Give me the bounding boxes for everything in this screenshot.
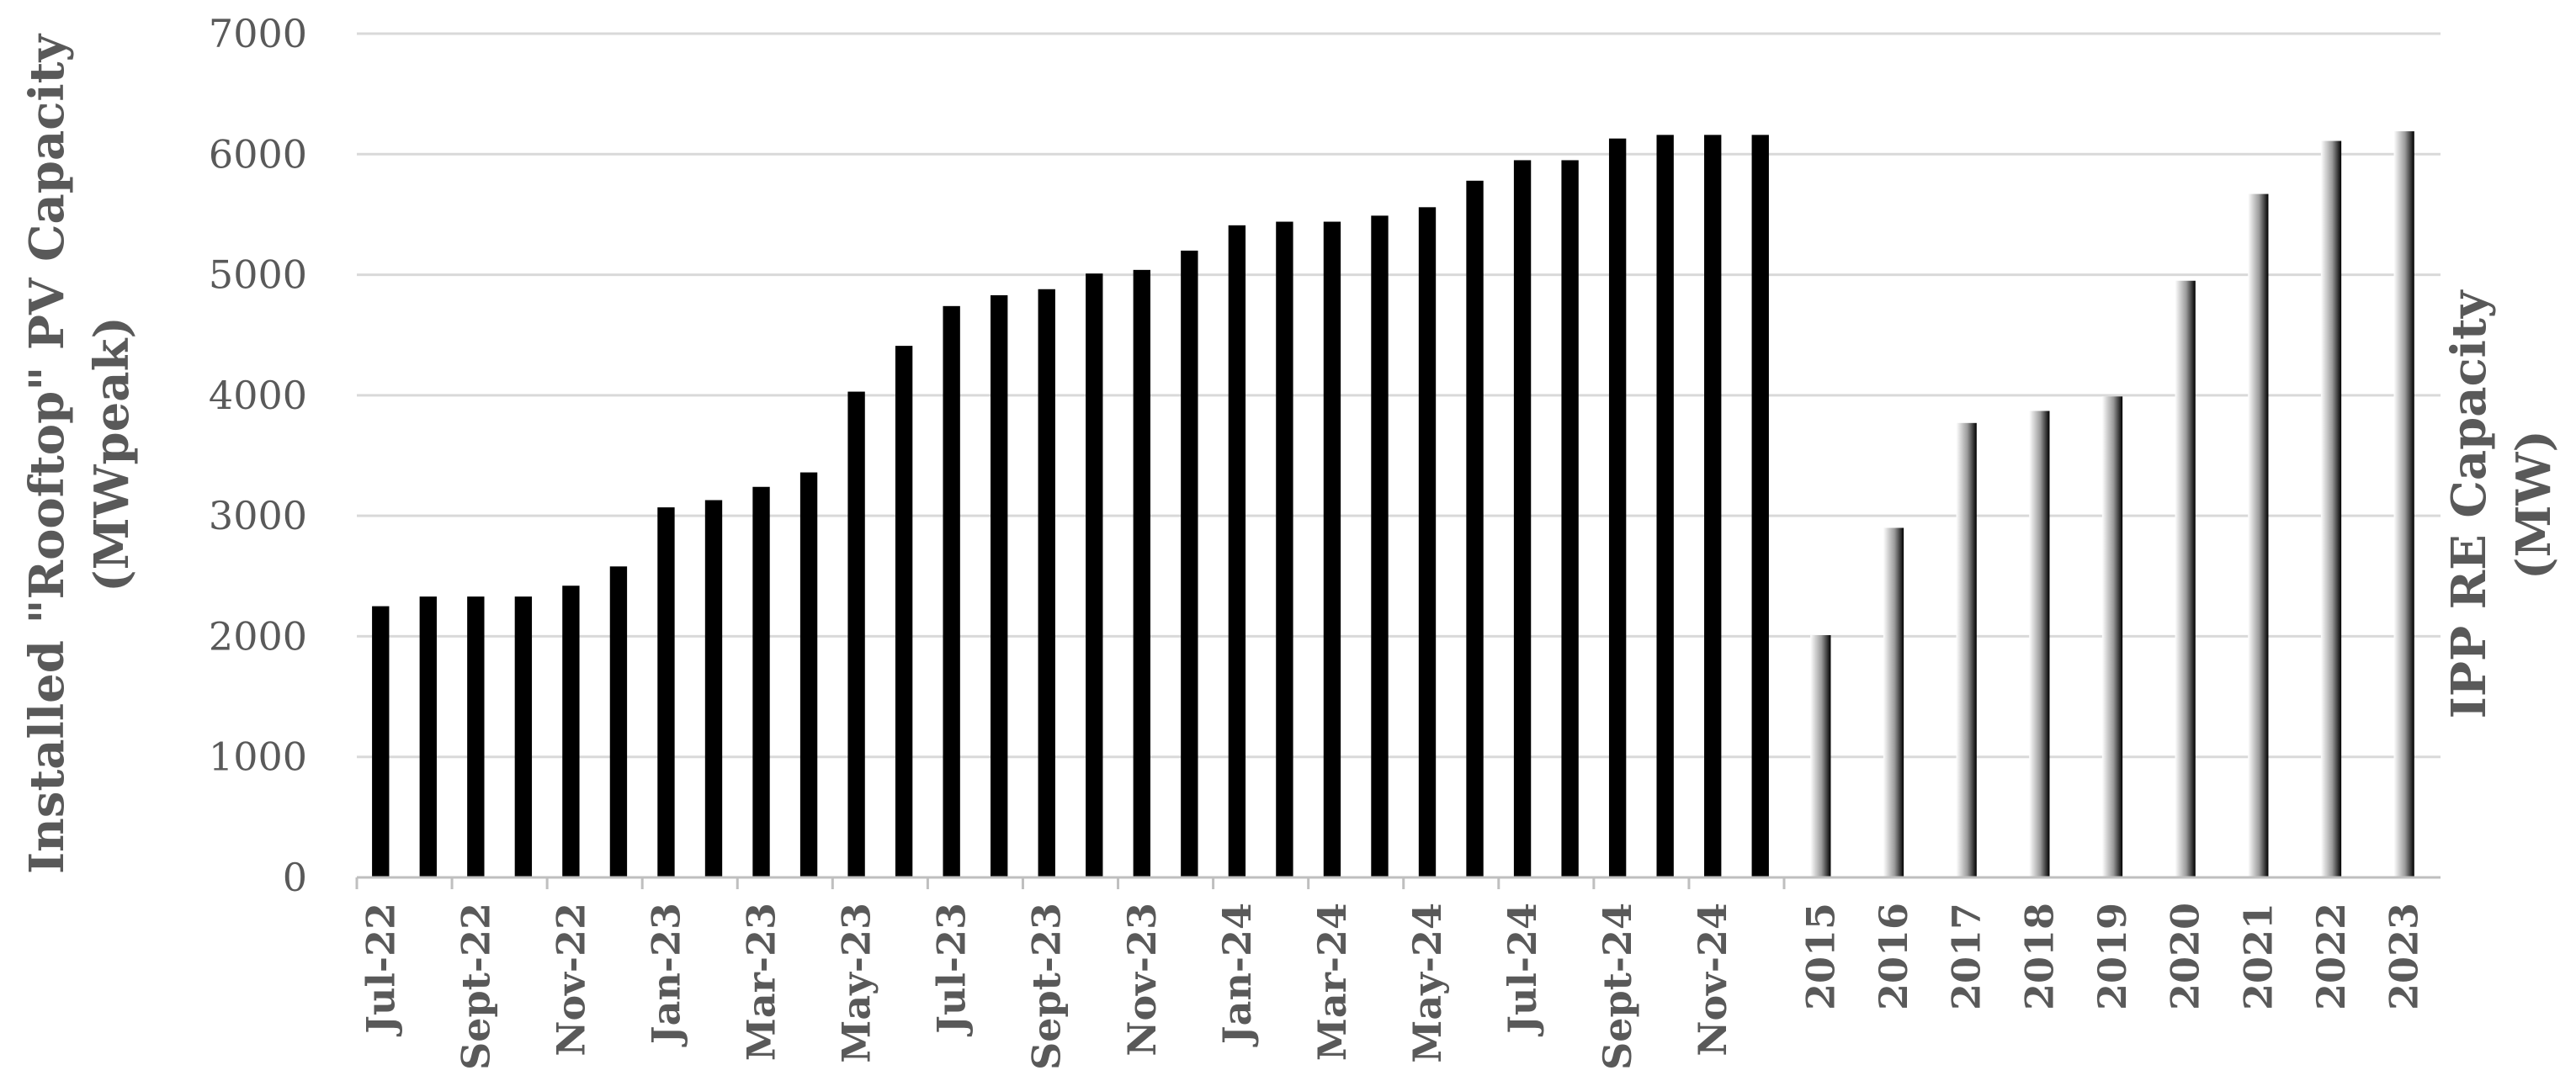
x-tick-label: 2015: [1798, 903, 1843, 1010]
x-tick-label: Nov-23: [1119, 903, 1165, 1057]
y-tick-label: 0: [283, 855, 307, 900]
x-tick-label: 2020: [2163, 903, 2208, 1010]
rooftop-bar: [562, 586, 580, 877]
x-tick-label: Jan-24: [1214, 903, 1260, 1047]
rooftop-bar: [799, 472, 818, 877]
x-tick-label: Mar-24: [1309, 903, 1355, 1061]
rooftop-bar: [1133, 269, 1150, 878]
x-tick-label: Mar-23: [739, 903, 784, 1061]
rooftop-bar: [419, 596, 437, 877]
rooftop-bar: [1466, 180, 1484, 877]
y-axis-title-right-unit: (MW): [2506, 430, 2562, 580]
x-tick-label: Jul-23: [929, 903, 975, 1037]
rooftop-bar: [514, 596, 533, 877]
rooftop-bar: [1371, 215, 1389, 877]
y-tick-label: 1000: [209, 734, 307, 780]
ipp-bar: [2248, 193, 2269, 877]
x-tick-label: 2019: [2090, 903, 2135, 1010]
ipp-bar: [2029, 411, 2050, 878]
rooftop-bar: [991, 294, 1008, 877]
x-tick-label: 2018: [2016, 903, 2062, 1010]
ipp-bar: [2393, 131, 2414, 878]
rooftop-bar: [609, 566, 628, 877]
rooftop-bar: [1704, 135, 1722, 878]
rooftop-bar: [467, 596, 485, 877]
x-tick-label: 2017: [1944, 903, 1989, 1010]
ipp-bar: [1883, 527, 1904, 877]
ipp-bar: [2101, 396, 2123, 877]
rooftop-bar: [895, 346, 913, 877]
y-axis-title-right: IPP RE Capacity: [2441, 289, 2497, 718]
y-tick-label: 6000: [209, 131, 307, 177]
x-tick-label: Jul-24: [1500, 903, 1545, 1037]
y-axis-title-left-unit: (MWpeak): [84, 316, 140, 592]
x-tick-label: 2022: [2308, 903, 2354, 1010]
x-tick-label: Jan-23: [643, 903, 688, 1047]
y-axis-ticks: 0 1000 2000 3000 4000 5000 6000 7000: [209, 11, 307, 900]
rooftop-bar: [847, 391, 865, 877]
y-axis-title-left: Installed "Rooftop" PV Capacity: [19, 33, 75, 874]
gridlines: [357, 32, 2441, 759]
rooftop-bar: [372, 606, 390, 877]
x-tick-label: 2023: [2382, 903, 2427, 1010]
x-axis: Jul-22 Sept-22 Nov-22 Jan-23 Mar-23 May-23 Jul…: [355, 876, 2441, 1070]
rooftop-bar: [657, 507, 675, 877]
x-tick-label: May-23: [834, 903, 879, 1063]
axis-titles: Installed "Rooftop" PV Capacity (MWpeak) I…: [19, 33, 2562, 874]
rooftop-bar: [1228, 225, 1246, 877]
x-tick-label: Nov-24: [1690, 903, 1735, 1057]
rooftop-bar: [1751, 135, 1769, 878]
rooftop-bar: [1276, 221, 1293, 877]
x-tick-label: Jul-22: [358, 903, 403, 1037]
rooftop-bar: [1181, 250, 1198, 877]
bars: [372, 131, 2414, 878]
x-tick-label: 2021: [2235, 903, 2281, 1010]
ipp-bar: [2320, 140, 2342, 877]
x-tick-label: Sept-24: [1595, 903, 1640, 1070]
rooftop-bar: [1513, 160, 1532, 877]
x-tick-label: May-24: [1405, 903, 1450, 1063]
y-tick-label: 3000: [209, 493, 307, 538]
x-tick-label: Sept-22: [453, 903, 498, 1070]
x-tick-label: Sept-23: [1024, 903, 1070, 1070]
rooftop-bar: [752, 486, 770, 877]
rooftop-bar: [1608, 138, 1627, 877]
rooftop-bar: [1418, 207, 1437, 877]
y-tick-label: 5000: [209, 252, 307, 298]
y-tick-label: 2000: [209, 613, 307, 659]
ipp-bar: [2175, 280, 2196, 877]
x-tick-label: 2016: [1871, 903, 1916, 1010]
ipp-bar: [1956, 422, 1977, 877]
rooftop-bar: [1323, 221, 1341, 877]
y-tick-label: 7000: [209, 11, 307, 56]
rooftop-bar: [1086, 273, 1103, 878]
rooftop-bar: [943, 305, 960, 878]
rooftop-bar: [1656, 135, 1674, 878]
x-tick-label: Nov-22: [548, 903, 593, 1057]
rooftop-bar: [1561, 160, 1579, 877]
ipp-bar: [1810, 634, 1831, 877]
rooftop-bar: [1038, 289, 1055, 877]
rooftop-bar: [704, 500, 723, 877]
y-tick-label: 4000: [209, 373, 307, 418]
